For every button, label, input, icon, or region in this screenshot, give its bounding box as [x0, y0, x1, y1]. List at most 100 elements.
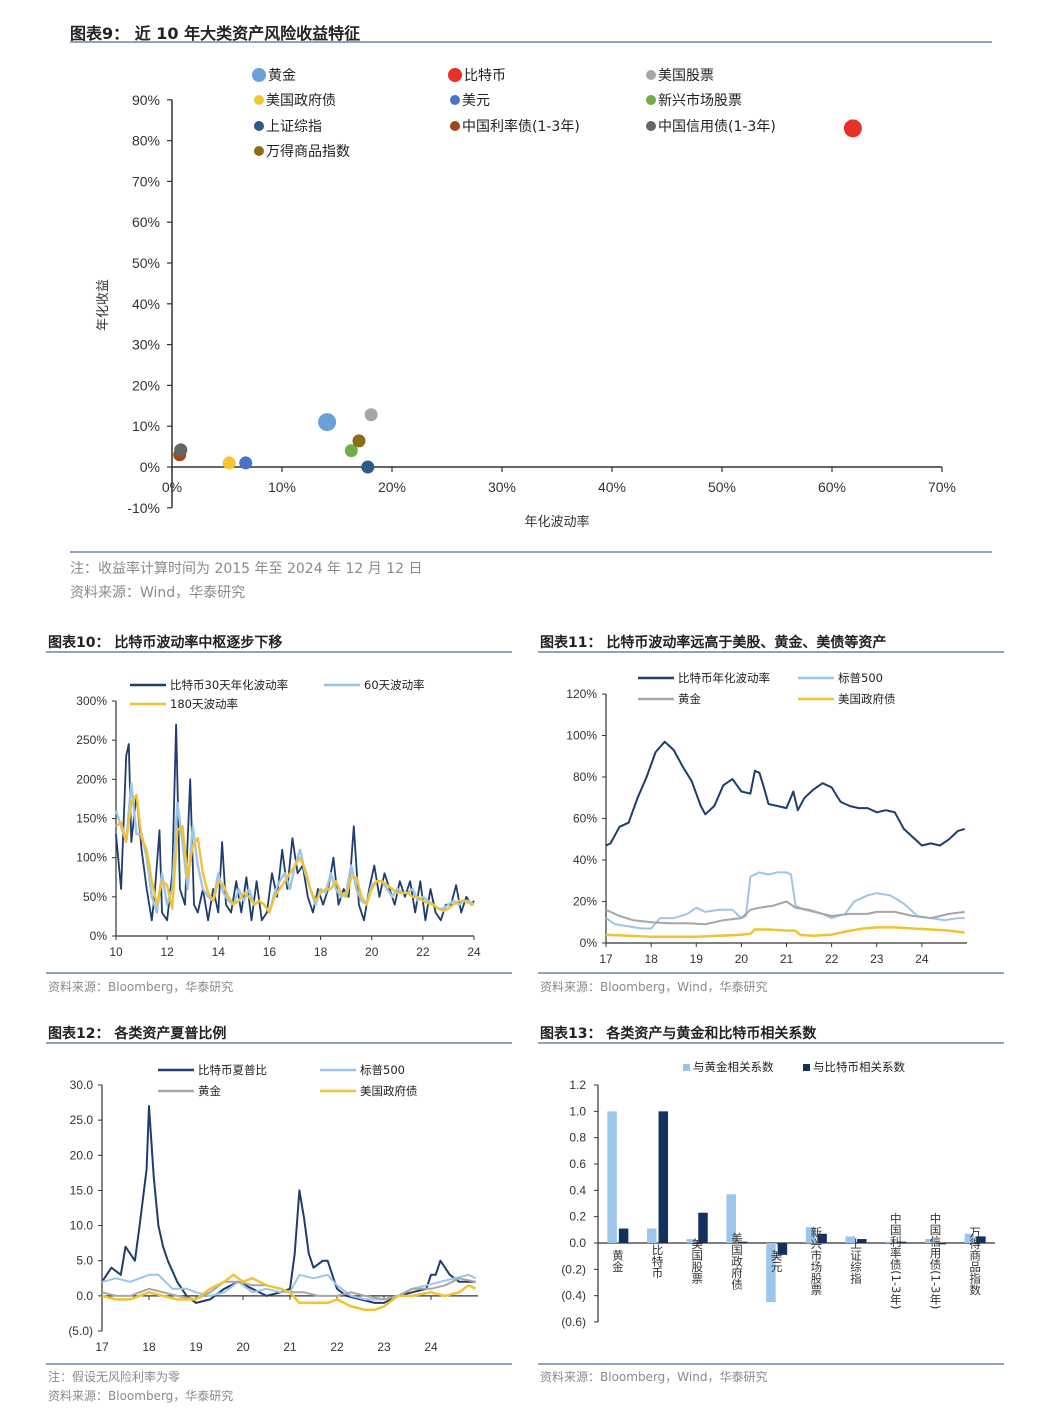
y-tick-label: 25.0: [70, 1113, 94, 1127]
y-tick-label: 20.0: [70, 1148, 94, 1162]
legend-label: 比特币30天年化波动率: [170, 678, 288, 692]
bar: [658, 1111, 669, 1243]
legend-label: 比特币: [464, 68, 506, 84]
fig9-note: 注：收益率计算时间为 2015 年至 2024 年 12 月 12 日: [70, 561, 423, 577]
legend-swatch: [683, 1064, 690, 1071]
fig9-source: 资料来源：Wind，华泰研究: [70, 585, 246, 601]
bar: [737, 1241, 748, 1243]
x-tick-label: 24: [424, 1340, 438, 1354]
legend-marker: [646, 121, 656, 131]
bar: [686, 1239, 697, 1243]
data-point: [361, 460, 375, 474]
y-tick-label: 120%: [566, 687, 597, 701]
category-label: 美国股票: [690, 1237, 704, 1284]
legend-swatch: [803, 1064, 810, 1071]
legend-marker: [254, 121, 264, 131]
y-tick-label: 1.0: [569, 1104, 586, 1118]
category-label: 黄金: [611, 1249, 625, 1273]
fig10-title-rule: [46, 651, 512, 653]
y-tick-label: -10%: [127, 500, 160, 516]
data-point: [222, 456, 236, 470]
category-label: 美元: [770, 1249, 784, 1273]
legend-label: 美元: [462, 93, 490, 109]
fig11-title: 图表11： 比特币波动率远高于美股、黄金、美债等资产: [540, 635, 887, 651]
fig13-source: 资料来源：Bloomberg，Wind，华泰研究: [540, 1370, 768, 1384]
legend-label: 美国政府债: [838, 692, 896, 706]
y-tick-label: (0.2): [561, 1262, 586, 1276]
legend-label: 标普500: [360, 1063, 405, 1077]
x-tick-label: 0%: [162, 479, 182, 495]
bar: [936, 1243, 946, 1245]
series-line-3: [605, 926, 965, 939]
legend-marker: [646, 70, 656, 80]
bar: [647, 1228, 657, 1243]
bar: [964, 1233, 975, 1243]
x-tick-label: 50%: [708, 479, 736, 495]
y-tick-label: 1.2: [569, 1078, 586, 1092]
x-tick-label: 17: [95, 1340, 109, 1354]
x-tick-label: 21: [780, 952, 794, 966]
legend-label: 比特币夏普比: [198, 1063, 267, 1077]
y-tick-label: 0%: [90, 929, 108, 943]
fig9-title-rule: [70, 41, 992, 43]
y-tick-label: 20%: [573, 895, 597, 909]
y-tick-label: 50%: [132, 255, 160, 271]
fig13-bar-chart: (0.6) (0.4) (0.2) 0.0 0.2 0.4 0.6 0.8 1.0 1.2 黄金 比特…: [561, 1060, 995, 1329]
legend-marker: [646, 95, 656, 105]
y-tick-label: 0.8: [569, 1131, 586, 1145]
x-tick-label: 22: [330, 1340, 344, 1354]
y-tick-label: 300%: [76, 694, 107, 708]
x-tick-label: 21: [283, 1340, 297, 1354]
fig12-title-rule: [46, 1042, 512, 1044]
x-tick-label: 18: [314, 945, 328, 959]
fig10-source: 资料来源：Bloomberg，华泰研究: [48, 980, 234, 994]
data-point: [352, 434, 366, 448]
x-tick-label: 70%: [928, 479, 956, 495]
x-tick-label: 60%: [818, 479, 846, 495]
legend-marker: [254, 146, 264, 156]
y-tick-label: 150%: [76, 812, 107, 826]
category-label: 万得商品指数: [968, 1227, 982, 1297]
x-tick-label: 12: [160, 945, 174, 959]
legend-label: 黄金: [268, 67, 296, 84]
bar: [777, 1243, 788, 1255]
legend-label: 标普500: [838, 671, 883, 685]
legend-label: 万得商品指数: [266, 143, 350, 160]
x-tick-label: 24: [467, 945, 481, 959]
fig10-line-chart: 0% 50% 100% 150% 200% 250% 300% 10 12 14 16 18 20 22 2…: [76, 678, 481, 959]
fig12-source: 资料来源：Bloomberg，华泰研究: [48, 1389, 234, 1403]
legend-label: 比特币年化波动率: [678, 671, 770, 685]
fig12-bottom-rule: [46, 1363, 512, 1365]
fig12-note: 注：假设无风险利率为零: [48, 1370, 181, 1384]
data-point: [364, 408, 378, 422]
data-point: [174, 443, 188, 457]
x-tick-label: 10: [109, 945, 123, 959]
y-tick-label: 10%: [132, 418, 160, 434]
x-tick-label: 23: [870, 952, 884, 966]
y-tick-label: 70%: [132, 173, 160, 189]
y-tick-label: 250%: [76, 733, 107, 747]
series-line-0: [101, 1105, 476, 1304]
x-tick-label: 14: [212, 945, 226, 959]
y-tick-label: 40%: [573, 853, 597, 867]
data-point: [843, 119, 862, 138]
category-label: 中国利率债(1-3年): [889, 1213, 903, 1310]
y-tick-label: 0.2: [569, 1210, 586, 1224]
bar: [766, 1243, 776, 1303]
y-tick-label: 40%: [132, 296, 160, 312]
fig11-title-rule: [538, 651, 1004, 653]
x-tick-label: 19: [189, 1340, 203, 1354]
fig12-line-chart: (5.0) 0.0 5.0 10.0 15.0 20.0 25.0 30.0 17 18 19 20 2…: [68, 1063, 478, 1354]
legend-label: 黄金: [198, 1084, 221, 1098]
y-tick-label: 200%: [76, 772, 107, 786]
fig13-bottom-rule: [538, 1363, 1004, 1365]
x-tick-label: 22: [825, 952, 839, 966]
x-tick-label: 40%: [598, 479, 626, 495]
legend-label: 新兴市场股票: [658, 92, 742, 109]
legend-label: 中国信用债(1-3年): [658, 119, 776, 135]
legend-label: 60天波动率: [364, 678, 425, 692]
legend-label: 黄金: [678, 692, 701, 706]
y-tick-label: 100%: [566, 729, 597, 743]
x-tick-label: 16: [263, 945, 277, 959]
y-tick-label: 0%: [140, 459, 160, 475]
